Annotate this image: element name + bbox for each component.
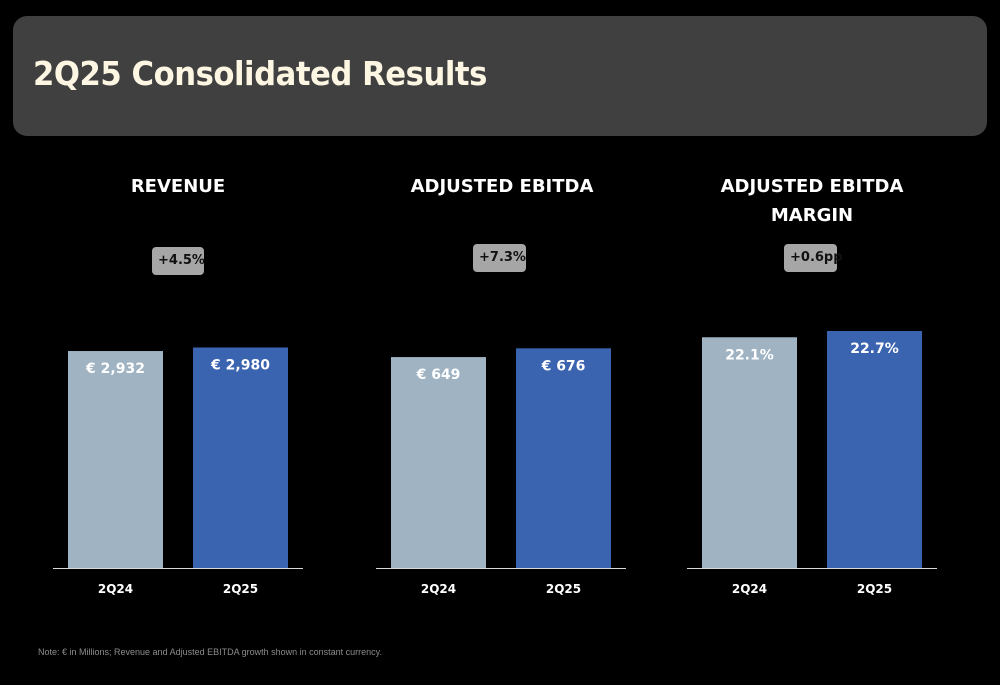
bar-2q24 (391, 357, 486, 568)
adjusted-ebitda-margin-panel: ADJUSTED EBITDA MARGIN +0.6pp (662, 0, 962, 685)
panel-title-line1: ADJUSTED EBITDA (410, 176, 594, 197)
x-tick-label: 2Q24 (421, 582, 456, 596)
bar-2q25 (516, 348, 611, 568)
panel-title: REVENUE (28, 172, 328, 201)
growth-badge: +0.6pp (784, 244, 843, 272)
x-tick-label: 2Q25 (223, 582, 258, 596)
data-label: € 676 (541, 358, 586, 374)
footnote: Note: € in Millions; Revenue and Adjuste… (38, 647, 383, 657)
growth-badge: +4.5% (152, 247, 205, 275)
bar-2q25 (193, 347, 288, 568)
panel-title: ADJUSTED EBITDA (352, 172, 652, 201)
revenue-panel: REVENUE +4.5% (28, 0, 328, 685)
panel-title: ADJUSTED EBITDA MARGIN (662, 172, 962, 230)
data-label: € 2,980 (210, 357, 270, 373)
panel-title-line1: REVENUE (130, 176, 226, 197)
data-label: 22.1% (725, 347, 774, 363)
x-tick-label: 2Q24 (732, 582, 767, 596)
data-label: € 2,932 (85, 361, 145, 377)
bar-2q25 (827, 331, 922, 568)
title-banner: 2Q25 Consolidated Results (13, 16, 987, 136)
panel-title-line2: MARGIN (770, 205, 854, 226)
bar-2q24 (702, 337, 797, 568)
x-tick-label: 2Q25 (546, 582, 581, 596)
adjusted-ebitda-panel: ADJUSTED EBITDA +7.3% (352, 0, 652, 685)
x-tick-label: 2Q24 (98, 582, 133, 596)
x-tick-label: 2Q25 (857, 582, 892, 596)
panel-title-line1: ADJUSTED EBITDA (720, 176, 904, 197)
bar-2q24 (68, 351, 163, 568)
page-title: 2Q25 Consolidated Results (33, 54, 487, 93)
data-label: € 649 (416, 367, 461, 383)
growth-badge: +7.3% (473, 244, 526, 272)
data-label: 22.7% (850, 341, 899, 357)
